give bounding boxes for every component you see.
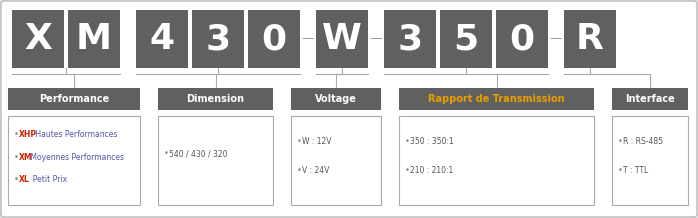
Bar <box>384 10 436 68</box>
Bar <box>192 10 244 68</box>
Bar <box>291 116 381 205</box>
Bar <box>399 116 594 205</box>
Bar <box>8 116 140 205</box>
Bar <box>12 10 64 68</box>
Bar <box>291 88 381 110</box>
Text: •: • <box>618 137 623 146</box>
Bar <box>564 10 616 68</box>
Text: XHP: XHP <box>19 130 37 140</box>
Text: T : TTL: T : TTL <box>623 166 648 175</box>
Text: X: X <box>24 22 52 56</box>
Text: •: • <box>14 175 19 184</box>
Text: 5: 5 <box>454 22 479 56</box>
Text: Hautes Performances: Hautes Performances <box>33 130 117 140</box>
Text: Rapport de Transmission: Rapport de Transmission <box>428 94 565 104</box>
Text: 540 / 430 / 320: 540 / 430 / 320 <box>169 149 228 158</box>
Text: Interface: Interface <box>625 94 675 104</box>
Text: —: — <box>370 32 383 46</box>
Bar <box>496 10 548 68</box>
Text: •: • <box>164 149 169 158</box>
Text: •: • <box>297 166 302 175</box>
Text: W: W <box>322 22 362 56</box>
Text: •: • <box>14 130 19 140</box>
Bar <box>440 10 492 68</box>
Text: 0: 0 <box>262 22 287 56</box>
Bar <box>612 116 688 205</box>
Bar <box>158 116 273 205</box>
Bar <box>68 10 120 68</box>
Text: 350 : 350:1: 350 : 350:1 <box>410 137 454 146</box>
Text: —: — <box>302 32 314 46</box>
Text: •: • <box>618 166 623 175</box>
Text: XM: XM <box>19 153 33 162</box>
Bar <box>316 10 368 68</box>
Text: —: — <box>550 32 563 46</box>
Text: Petit Prix: Petit Prix <box>29 175 68 184</box>
Text: 0: 0 <box>510 22 535 56</box>
Text: •: • <box>405 166 410 175</box>
Text: Moyennes Performances: Moyennes Performances <box>29 153 124 162</box>
Text: Voltage: Voltage <box>315 94 357 104</box>
Text: 3: 3 <box>205 22 230 56</box>
Text: 4: 4 <box>149 22 174 56</box>
Text: R: R <box>576 22 604 56</box>
Bar <box>8 88 140 110</box>
Bar <box>136 10 188 68</box>
Text: •: • <box>405 137 410 146</box>
Text: •: • <box>297 137 302 146</box>
Text: M: M <box>76 22 112 56</box>
Text: XL: XL <box>19 175 30 184</box>
Bar <box>612 88 688 110</box>
Bar <box>399 88 594 110</box>
Text: V : 24V: V : 24V <box>302 166 329 175</box>
Text: W : 12V: W : 12V <box>302 137 332 146</box>
Bar <box>158 88 273 110</box>
Text: •: • <box>14 153 19 162</box>
Text: R : RS-485: R : RS-485 <box>623 137 663 146</box>
Text: 3: 3 <box>397 22 422 56</box>
Text: 210 : 210:1: 210 : 210:1 <box>410 166 453 175</box>
Text: Dimension: Dimension <box>186 94 244 104</box>
Text: Performance: Performance <box>39 94 109 104</box>
Bar <box>248 10 300 68</box>
